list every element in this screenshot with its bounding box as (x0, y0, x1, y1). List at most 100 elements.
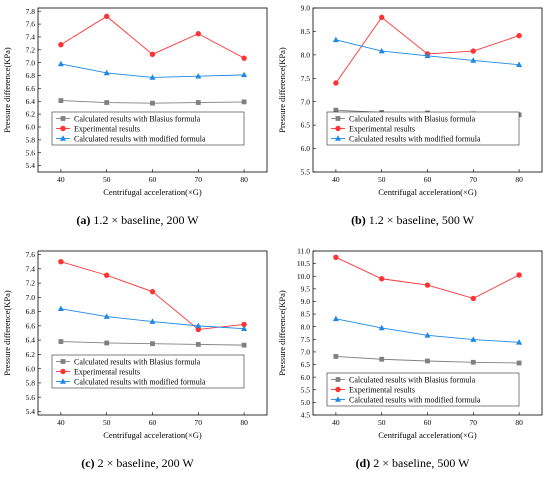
circle-marker (470, 295, 476, 302)
caption-d: (d) 2 × baseline, 500 W (275, 455, 550, 471)
y-tick-label: 6.0 (26, 364, 36, 373)
y-tick-label: 6.2 (26, 350, 36, 359)
chart-panel-c: 5.4 5.6 5.8 6.0 6.2 6.4 6.6 6.8 7.0 7.2 7.4 7.6 40 50… (0, 243, 275, 486)
y-tick-label: 8.0 (301, 50, 311, 59)
triangle-marker (332, 315, 339, 322)
legend-label: Calculated results with modified formula (74, 377, 206, 386)
triangle-marker (516, 339, 523, 345)
plot-frame (37, 250, 268, 416)
y-tick-label: 7.2 (26, 45, 36, 54)
square-marker (58, 339, 64, 344)
legend-square-marker (335, 377, 341, 382)
chart-c: 5.4 5.6 5.8 6.0 6.2 6.4 6.6 6.8 7.0 7.2 7.4 7.6 40 50… (2, 250, 268, 440)
legend-label: Experimental results (349, 385, 415, 394)
circle-marker (379, 276, 385, 282)
legend: Calculated results with Blasius formulaE… (51, 111, 245, 146)
square-marker (104, 340, 110, 346)
triangle-marker (195, 322, 202, 329)
square-marker (150, 100, 155, 106)
chart-panel-d: 4.5 5.0 5.5 6.0 6.5 7.0 7.5 8.0 8.5 9.0 9.5 10.0 10.… (275, 243, 550, 486)
triangle-marker (424, 52, 431, 59)
legend-box (51, 354, 245, 389)
legend-square-marker (60, 116, 66, 121)
y-tick-label: 6.0 (301, 144, 311, 153)
x-tick-label: 50 (103, 175, 111, 184)
caption-letter: (c) (81, 456, 95, 470)
legend-box (326, 372, 520, 407)
legend-label: Calculated results with Blasius formula (74, 357, 201, 366)
y-tick-label: 7.0 (26, 58, 36, 67)
triangle-marker (424, 332, 431, 338)
circle-marker (333, 254, 339, 261)
triangle-marker (241, 71, 248, 78)
y-tick-label: 5.0 (301, 398, 311, 407)
y-tick-label: 9.5 (301, 284, 311, 293)
x-tick-label: 80 (240, 175, 248, 184)
chart-b: 5.5 6.0 6.5 7.0 7.5 8.0 8.5 9.0 40 50 60 70 80 Centri… (277, 4, 543, 197)
x-tick-label: 40 (332, 175, 340, 184)
x-axis-title: Centrifugal acceleration(×G) (378, 430, 477, 440)
chart-a: 5.4 5.6 5.8 6.0 6.2 6.4 6.6 6.8 7.0 7.2 7.4 7.6 7.8 4… (2, 7, 268, 197)
legend: Calculated results with Blasius formulaE… (326, 372, 520, 407)
x-tick-label: 40 (57, 418, 65, 427)
square-marker (241, 342, 247, 348)
legend-label: Calculated results with modified formula (349, 134, 481, 143)
chart-panel-a: 5.4 5.6 5.8 6.0 6.2 6.4 6.6 6.8 7.0 7.2 7.4 7.6 7.8 4… (0, 0, 275, 243)
x-axis-title: Centrifugal acceleration(×G) (103, 430, 202, 440)
y-tick-label: 7.4 (26, 264, 36, 273)
square-marker (58, 98, 64, 104)
y-tick-label: 6.5 (301, 121, 311, 130)
x-tick-label: 50 (378, 418, 386, 427)
y-tick-label: 6.2 (26, 110, 36, 119)
legend-circle-marker (60, 368, 66, 375)
x-tick-label: 60 (424, 418, 432, 427)
square-marker (104, 100, 110, 105)
legend-label: Experimental results (74, 367, 140, 376)
y-tick-label: 7.5 (301, 335, 311, 344)
circle-marker (516, 32, 522, 39)
square-marker (195, 100, 201, 105)
y-tick-label: 7.6 (26, 250, 36, 259)
y-axis-title: Pressure difference(KPa) (277, 290, 287, 376)
y-tick-label: 11.0 (297, 247, 310, 256)
y-tick-label: 7.5 (301, 74, 311, 83)
caption-text: 2 × baseline, 200 W (97, 456, 194, 470)
y-tick-label: 8.5 (301, 27, 311, 36)
x-tick-label: 40 (57, 175, 65, 184)
square-marker (333, 107, 339, 113)
square-marker (425, 358, 430, 364)
x-axis-title: Centrifugal acceleration(×G) (378, 187, 477, 197)
y-tick-label: 7.4 (26, 33, 36, 42)
circle-marker (149, 51, 156, 58)
y-tick-label: 5.4 (26, 407, 36, 416)
x-tick-label: 50 (103, 418, 111, 427)
square-marker (333, 354, 339, 359)
legend-label: Calculated results with modified formula (74, 134, 206, 143)
triangle-marker (103, 313, 110, 319)
y-tick-label: 5.4 (26, 161, 36, 170)
y-axis-title: Pressure difference(KPa) (2, 290, 12, 376)
caption-letter: (b) (351, 213, 366, 227)
triangle-marker (332, 36, 339, 43)
legend: Calculated results with Blasius formulaE… (326, 111, 520, 146)
circle-marker (241, 321, 247, 328)
square-marker (516, 360, 522, 366)
y-tick-label: 6.4 (26, 336, 36, 345)
y-tick-label: 8.5 (301, 310, 311, 319)
y-tick-label: 6.4 (26, 97, 36, 106)
triangle-marker (470, 336, 477, 342)
chart-d: 4.5 5.0 5.5 6.0 6.5 7.0 7.5 8.0 8.5 9.0 9.5 10.0 10.… (277, 247, 543, 440)
legend-triangle-marker (335, 396, 341, 402)
chart-panel-b: 5.5 6.0 6.5 7.0 7.5 8.0 8.5 9.0 40 50 60 70 80 Centri… (275, 0, 550, 243)
y-tick-label: 5.6 (26, 148, 36, 157)
legend-label: Calculated results with modified formula (349, 395, 481, 404)
plot-frame (37, 7, 268, 173)
x-tick-label: 80 (515, 418, 523, 427)
caption-letter: (a) (76, 213, 91, 227)
y-tick-label: 7.6 (26, 20, 36, 29)
y-tick-label: 7.8 (26, 7, 36, 16)
circle-marker (379, 14, 385, 21)
x-tick-label: 60 (424, 175, 432, 184)
legend: Calculated results with Blasius formulaE… (51, 354, 245, 389)
legend-circle-marker (60, 125, 66, 132)
